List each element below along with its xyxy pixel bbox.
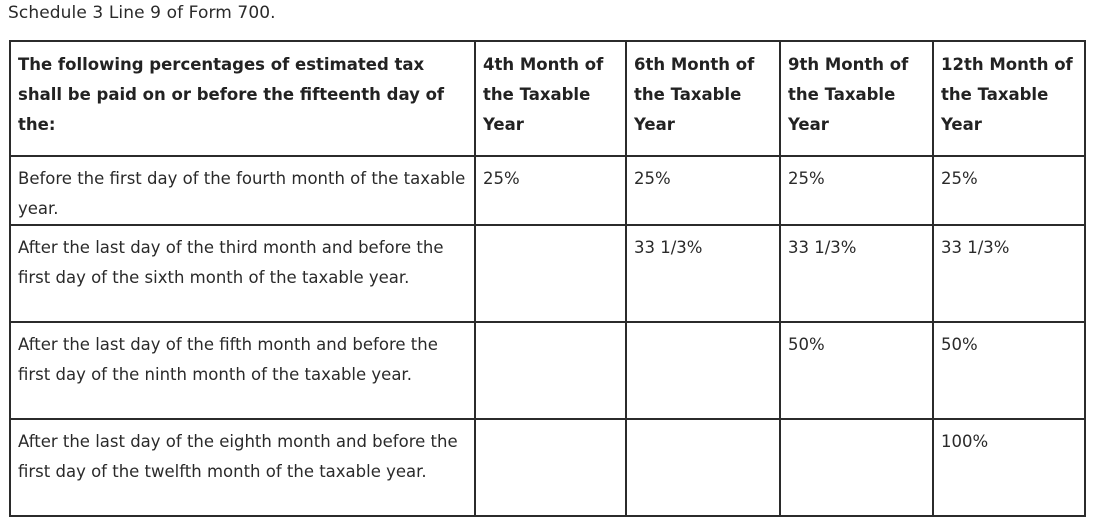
- cell-9th-month: 33 1/3%: [779, 224, 934, 323]
- row-period: After the last day of the fifth month an…: [9, 321, 476, 420]
- cell-12th-month: 33 1/3%: [932, 224, 1086, 323]
- row-period: Before the first day of the fourth month…: [9, 155, 476, 226]
- cell-6th-month: [625, 418, 781, 517]
- cell-6th-month: 25%: [625, 155, 781, 226]
- table-row: After the last day of the fifth month an…: [9, 321, 1086, 420]
- header-9th-month: 9th Month of the Taxable Year: [779, 40, 934, 157]
- cell-12th-month: 50%: [932, 321, 1086, 420]
- row-period: After the last day of the third month an…: [9, 224, 476, 323]
- cell-6th-month: [625, 321, 781, 420]
- cell-6th-month: 33 1/3%: [625, 224, 781, 323]
- cell-4th-month: 25%: [474, 155, 627, 226]
- table-header-row: The following percentages of estimated t…: [9, 40, 1086, 157]
- header-6th-month: 6th Month of the Taxable Year: [625, 40, 781, 157]
- cell-9th-month: 25%: [779, 155, 934, 226]
- cell-4th-month: [474, 321, 627, 420]
- cell-9th-month: [779, 418, 934, 517]
- cell-12th-month: 25%: [932, 155, 1086, 226]
- table-row: Before the first day of the fourth month…: [9, 155, 1086, 226]
- header-4th-month: 4th Month of the Taxable Year: [474, 40, 627, 157]
- row-period: After the last day of the eighth month a…: [9, 418, 476, 517]
- cell-9th-month: 50%: [779, 321, 934, 420]
- cell-12th-month: 100%: [932, 418, 1086, 517]
- cell-4th-month: [474, 224, 627, 323]
- estimated-tax-schedule-table: The following percentages of estimated t…: [9, 40, 1086, 517]
- cell-4th-month: [474, 418, 627, 517]
- table-row: After the last day of the eighth month a…: [9, 418, 1086, 517]
- table-row: After the last day of the third month an…: [9, 224, 1086, 323]
- header-period: The following percentages of estimated t…: [9, 40, 476, 157]
- header-12th-month: 12th Month of the Taxable Year: [932, 40, 1086, 157]
- table-caption: Schedule 3 Line 9 of Form 700.: [8, 3, 276, 23]
